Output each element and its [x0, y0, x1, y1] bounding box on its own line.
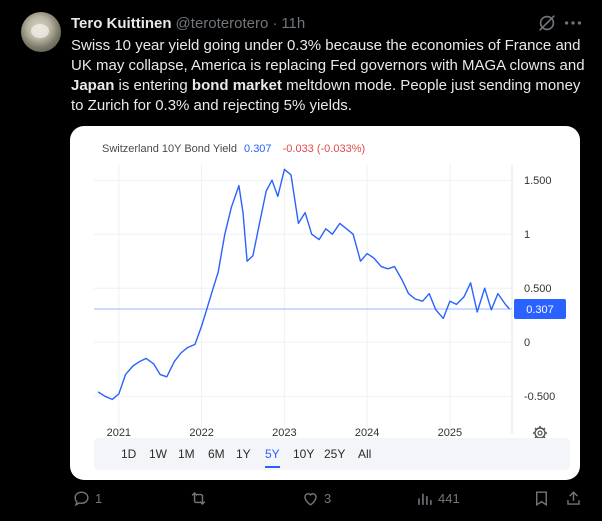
range-button-6m[interactable]: 6M [208, 447, 225, 461]
handle[interactable]: @teroterotero [175, 14, 269, 32]
chart-card[interactable]: 1.500 1 0.500 0 -0.500 2021 2022 2023 2024 2025 0.… [70, 126, 580, 480]
y-tick-label: -0.500 [524, 391, 555, 403]
range-button-1y[interactable]: 1Y [236, 447, 251, 461]
y-tick-label: 1.500 [524, 175, 552, 187]
retweet-button[interactable] [189, 489, 212, 508]
tweet-text-bold: bond market [191, 77, 282, 94]
chart-canvas[interactable]: 1.500 1 0.500 0 -0.500 2021 2022 2023 2024 2025 0.… [70, 126, 580, 480]
tweet-text: Swiss 10 year yield going under 0.3% bec… [71, 36, 591, 116]
more-options-icon[interactable] [562, 12, 584, 34]
range-button-all[interactable]: All [358, 447, 372, 461]
display-name[interactable]: Tero Kuittinen [71, 14, 172, 32]
grok-icon[interactable] [536, 12, 558, 34]
bookmark-icon [536, 491, 547, 507]
heart-icon [304, 493, 317, 506]
settings-gear-icon[interactable] [533, 426, 547, 440]
views-button[interactable]: 441 [415, 489, 460, 508]
range-button-1d[interactable]: 1D [121, 447, 137, 461]
views-count: 441 [438, 491, 460, 506]
x-tick-label: 2024 [355, 427, 379, 439]
like-button[interactable]: 3 [301, 489, 331, 508]
separator-dot: · [272, 14, 278, 32]
share-button[interactable] [564, 489, 583, 508]
share-icon [567, 491, 580, 505]
like-count: 3 [324, 491, 332, 506]
x-tick-label: 2025 [438, 427, 462, 439]
chart-last-value: 0.307 [244, 143, 272, 155]
range-button-5y[interactable]: 5Y [265, 447, 280, 468]
x-tick-label: 2021 [107, 427, 131, 439]
reply-icon [74, 491, 89, 507]
x-tick-label: 2022 [189, 427, 213, 439]
range-button-25y[interactable]: 25Y [324, 447, 346, 461]
chart-title-row: Switzerland 10Y Bond Yield 0.307 -0.033 … [102, 143, 365, 155]
tweet-text-part: meltdown mode. People just sending money… [71, 77, 581, 114]
y-tick-label: 0 [524, 337, 530, 349]
tweet-header: Tero Kuittinen @teroterotero · 11h [71, 13, 305, 33]
chart-title: Switzerland 10Y Bond Yield [102, 143, 237, 155]
chart-change: -0.033 (-0.033%) [282, 143, 366, 155]
tweet-text-part: is entering [114, 77, 192, 94]
reply-count: 1 [95, 491, 103, 506]
retweet-icon [191, 491, 206, 506]
y-tick-label: 0.500 [524, 283, 552, 295]
range-button-10y[interactable]: 10Y [293, 447, 315, 461]
bookmark-button[interactable] [532, 489, 551, 508]
range-button-1m[interactable]: 1M [178, 447, 195, 461]
tweet-actions: 1 3 441 [0, 489, 602, 515]
price-label-box [514, 299, 566, 320]
price-label: 0.307 [526, 304, 554, 316]
range-button-1w[interactable]: 1W [149, 447, 167, 461]
tweet-text-part: Swiss 10 year yield going under 0.3% bec… [71, 37, 585, 74]
x-tick-label: 2023 [272, 427, 296, 439]
tweet-text-bold: Japan [71, 77, 115, 94]
y-tick-label: 1 [524, 229, 530, 241]
avatar[interactable] [21, 12, 61, 52]
reply-button[interactable]: 1 [72, 489, 102, 508]
series-line [97, 168, 511, 401]
timestamp[interactable]: 11h [281, 14, 306, 32]
range-selector: 1D 1W 1M 6M 1Y 5Y 10Y 25Y All [94, 438, 570, 470]
views-icon [418, 493, 432, 505]
